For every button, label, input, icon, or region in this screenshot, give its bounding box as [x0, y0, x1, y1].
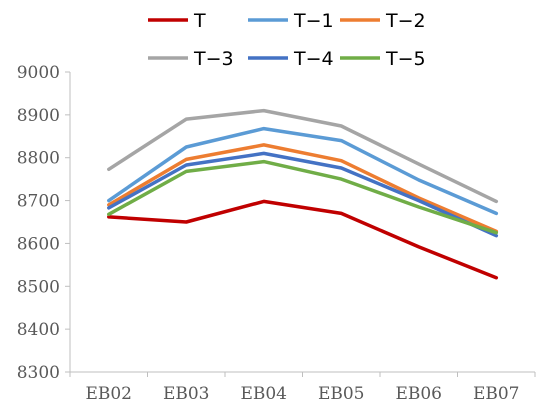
- legend-item: T: [148, 10, 206, 32]
- y-tick-label: 8900: [17, 106, 60, 126]
- series-line-4: [107, 108, 499, 204]
- legend-item: T−5: [340, 48, 426, 70]
- axes: 8300 8400 8500 8600 8700 8800 8900 9000 EB02 EB03…: [17, 63, 536, 404]
- y-tick-label: 9000: [17, 63, 60, 83]
- legend-label: T−5: [385, 48, 426, 70]
- legend-item: T−3: [148, 48, 234, 70]
- legend-item: T−2: [340, 10, 426, 32]
- x-tick-label: EB03: [163, 384, 210, 404]
- y-tick-label: 8600: [17, 234, 60, 254]
- series-line-6: [107, 159, 499, 235]
- y-tick-label: 8400: [17, 320, 60, 340]
- legend-label: T−1: [293, 10, 334, 32]
- legend-label: T−2: [385, 10, 426, 32]
- legend-item: T−1: [248, 10, 334, 32]
- legend: T T−1 T−2 T−3 T−4 T−5: [148, 10, 426, 70]
- legend-label: T: [193, 10, 206, 32]
- y-tick-label: 8500: [17, 277, 60, 297]
- x-tick-label: EB02: [85, 384, 132, 404]
- series-line-5: [107, 151, 499, 238]
- y-tick-label: 8300: [17, 363, 60, 383]
- series-line-1: [107, 199, 499, 280]
- legend-label: T−3: [193, 48, 234, 70]
- y-tick-label: 8700: [17, 192, 60, 212]
- x-tick-label: EB05: [318, 384, 365, 404]
- x-tick-label: EB06: [395, 384, 442, 404]
- series-lines: [107, 108, 499, 280]
- series-line-2: [107, 126, 499, 216]
- series-line-3: [107, 143, 499, 234]
- y-tick-label: 8800: [17, 149, 60, 169]
- legend-label: T−4: [293, 48, 334, 70]
- x-tick-label: EB04: [240, 384, 287, 404]
- legend-item: T−4: [248, 48, 334, 70]
- x-tick-label: EB07: [473, 384, 520, 404]
